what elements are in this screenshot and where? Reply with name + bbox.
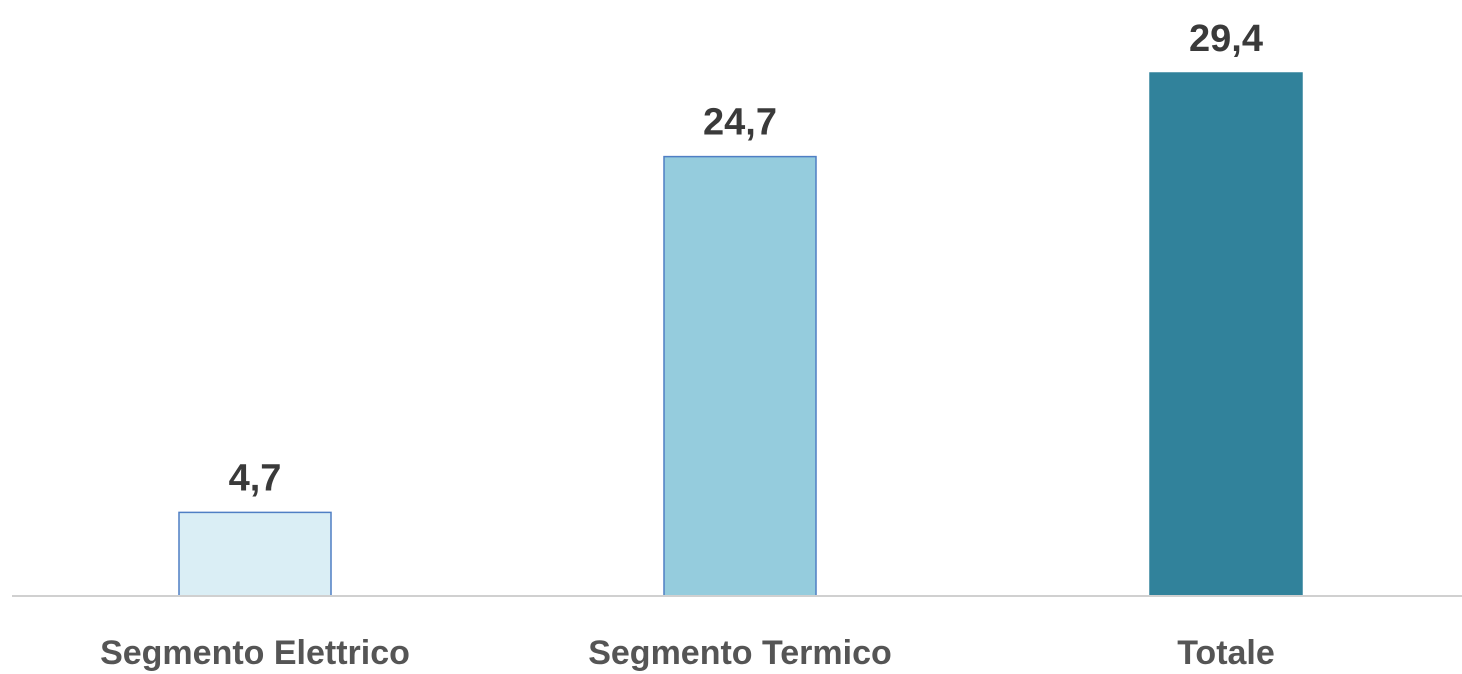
data-label-3: 29,4	[1189, 18, 1263, 60]
category-label-2: Segmento Termico	[588, 634, 892, 672]
data-label-2: 24,7	[703, 102, 777, 144]
data-labels-group: 4,7 24,7 29,4	[229, 18, 1263, 499]
category-labels-group: Segmento Elettrico Segmento Termico Totale	[100, 634, 1275, 672]
category-label-1: Segmento Elettrico	[100, 634, 410, 672]
bar-2	[663, 155, 817, 597]
bars-group	[178, 72, 1303, 597]
bar-1	[178, 511, 332, 597]
category-label-3: Totale	[1177, 634, 1275, 672]
bar-3	[1149, 72, 1303, 597]
data-label-1: 4,7	[229, 457, 282, 499]
